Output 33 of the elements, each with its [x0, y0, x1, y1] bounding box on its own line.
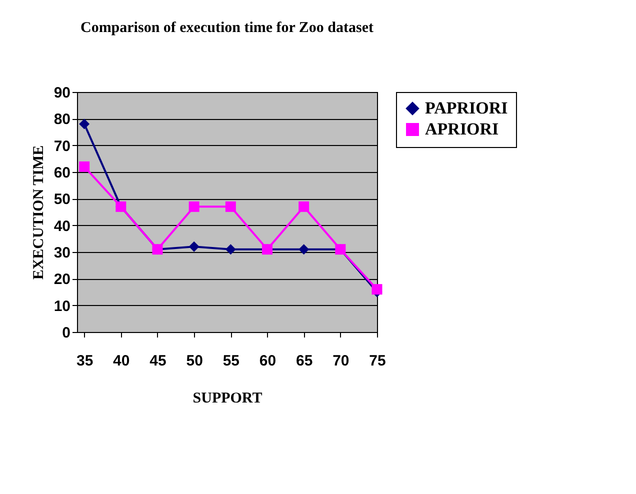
- x-tick-label: 75: [369, 352, 386, 370]
- y-tick-label: 30: [54, 244, 70, 262]
- y-tick-label: 80: [54, 111, 70, 128]
- legend-label: APRIORI: [425, 120, 500, 138]
- x-tick-label: 50: [186, 352, 203, 370]
- point: [188, 241, 200, 252]
- y-axis-title: EXECUTION TIME: [30, 145, 47, 280]
- x-axis-title: SUPPORT: [192, 390, 262, 406]
- x-tick-label: 55: [222, 352, 240, 370]
- y-tick-label: 20: [54, 271, 70, 288]
- point: [79, 161, 90, 172]
- point: [225, 201, 236, 212]
- y-tick-label: 0: [62, 324, 70, 342]
- x-tick-label: 65: [296, 352, 313, 370]
- point: [298, 201, 310, 212]
- x-tick-label: 60: [259, 352, 276, 370]
- x-tick-label: 45: [150, 352, 166, 370]
- point: [188, 201, 200, 212]
- point: [372, 284, 382, 295]
- x-tick-label: 40: [113, 352, 130, 370]
- y-tick-label: 10: [54, 298, 70, 315]
- point: [225, 244, 236, 255]
- legend-label: PAPRIORI: [425, 98, 508, 118]
- y-tick-label: 60: [54, 164, 70, 182]
- x-tick-label: 35: [76, 352, 94, 370]
- x-tick-label: 70: [332, 352, 350, 370]
- point: [298, 244, 310, 255]
- chart-title: Comparison of execution time for Zoo dataset: [80, 20, 374, 36]
- y-tick-label: 50: [54, 191, 70, 208]
- point: [79, 118, 90, 130]
- y-tick-label: 70: [54, 138, 70, 155]
- y-tick-label: 90: [54, 84, 70, 102]
- y-tick-label: 40: [54, 218, 70, 235]
